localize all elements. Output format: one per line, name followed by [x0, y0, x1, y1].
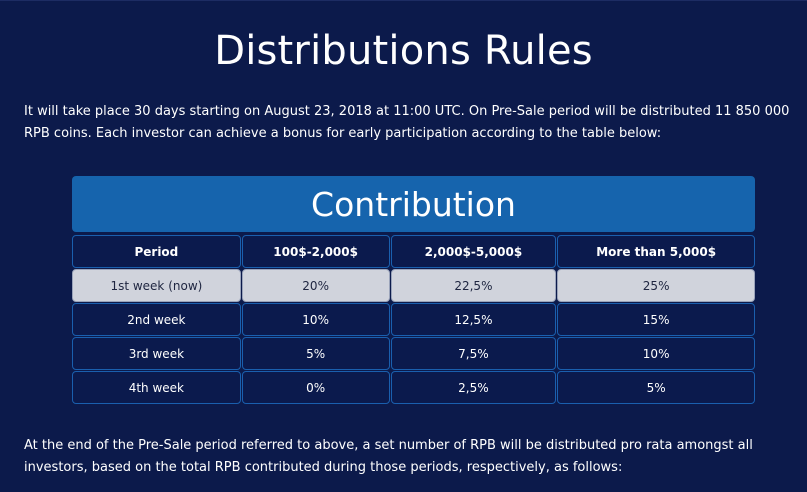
table-cell: 2,5% — [390, 371, 557, 404]
table-row: 3rd week 5% 7,5% 10% — [72, 337, 755, 370]
outro-paragraph: At the end of the Pre-Sale period referr… — [24, 438, 753, 475]
table-cell-period: 2nd week — [72, 303, 241, 336]
table-cell: 15% — [557, 303, 755, 336]
table-cell: 10% — [241, 303, 390, 336]
table-row: 2nd week 10% 12,5% 15% — [72, 303, 755, 336]
table-cell: 12,5% — [390, 303, 557, 336]
table-header-row: Period 100$-2,000$ 2,000$-5,000$ More th… — [72, 235, 755, 268]
table-cell: 22,5% — [390, 269, 557, 302]
table-row: 4th week 0% 2,5% 5% — [72, 371, 755, 404]
table-cell: 10% — [557, 337, 755, 370]
table-cell-period: 3rd week — [72, 337, 241, 370]
header-period: Period — [72, 235, 241, 268]
contribution-table: Period 100$-2,000$ 2,000$-5,000$ More th… — [72, 235, 755, 405]
table-cell: 25% — [557, 269, 755, 302]
table-cell-period: 1st week (now) — [72, 269, 241, 302]
header-tier-2: 2,000$-5,000$ — [390, 235, 557, 268]
table-cell: 5% — [557, 371, 755, 404]
contribution-table-caption: Contribution — [72, 176, 755, 232]
table-row-current-week: 1st week (now) 20% 22,5% 25% — [72, 269, 755, 302]
header-tier-3: More than 5,000$ — [557, 235, 755, 268]
table-cell: 0% — [241, 371, 390, 404]
table-cell: 20% — [241, 269, 390, 302]
table-cell-period: 4th week — [72, 371, 241, 404]
table-cell: 7,5% — [390, 337, 557, 370]
table-cell: 5% — [241, 337, 390, 370]
page-title: Distributions Rules — [214, 28, 593, 74]
intro-paragraph: It will take place 30 days starting on A… — [24, 104, 790, 141]
header-tier-1: 100$-2,000$ — [241, 235, 390, 268]
